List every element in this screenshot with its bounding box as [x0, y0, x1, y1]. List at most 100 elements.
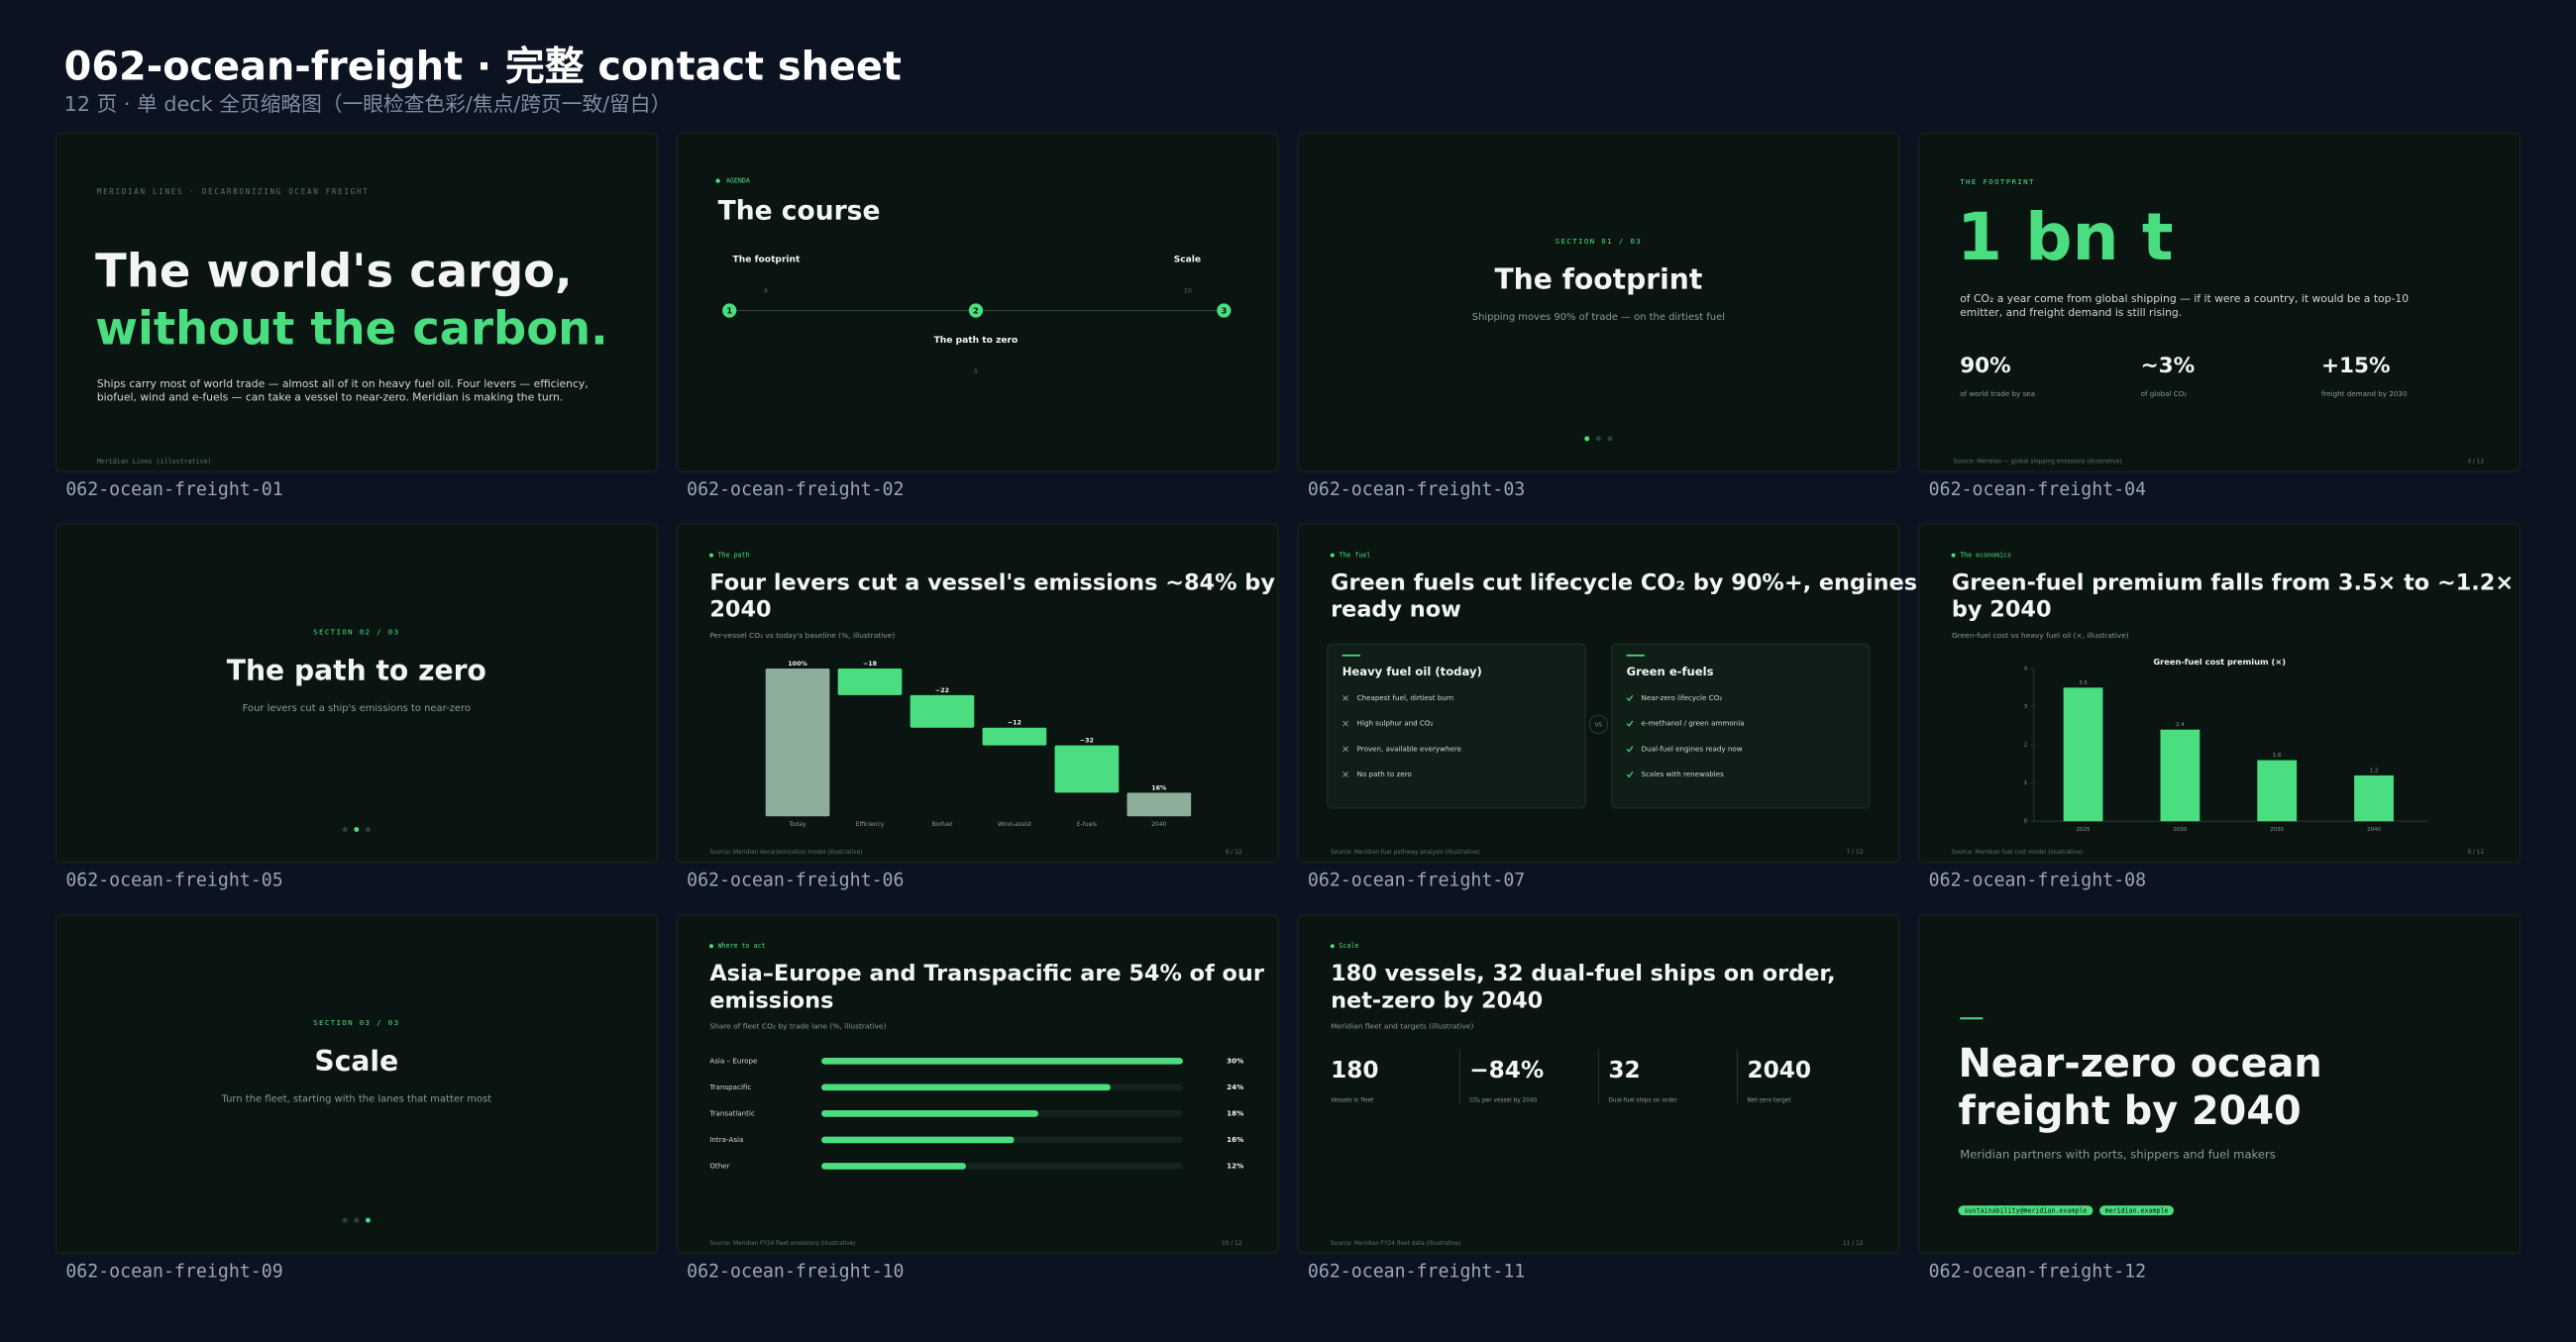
slide: SECTION 03 / 03 Scale Turn the fleet, star…	[54, 914, 658, 1254]
value-label: −22	[935, 687, 949, 694]
y-tick-label: 2	[2024, 743, 2027, 749]
card-item: No path to zero	[1357, 770, 1412, 778]
slide-subtitle: Per-vessel CO₂ vs today's baseline (%, i…	[709, 631, 895, 640]
slide: The path Four levers cut a vessel's emiss…	[676, 523, 1279, 864]
waterfall-bar	[1054, 745, 1120, 793]
lane-label: Intra-Asia	[709, 1135, 743, 1144]
slide-title: The footprint	[1494, 263, 1702, 296]
step-number: 1	[726, 306, 732, 316]
check-icon	[1626, 720, 1634, 727]
step-page: 5	[974, 368, 978, 375]
slide-frame	[1918, 132, 2522, 472]
tag	[2099, 1205, 2174, 1216]
sheet-title: 062-ocean-freight · 完整 contact sheet	[64, 44, 902, 89]
slide-frame	[54, 523, 658, 864]
thumbnail-label: 062-ocean-freight-11	[1308, 1261, 1525, 1282]
card-item: High sulphur and CO₂	[1357, 719, 1434, 728]
progress-dot	[365, 1217, 371, 1223]
kicker: SECTION 02 / 03	[313, 628, 399, 637]
progress-dot	[342, 827, 348, 832]
bar	[2063, 687, 2103, 822]
cross-icon	[1342, 746, 1348, 753]
bar	[821, 1084, 1111, 1091]
card-item: Near-zero lifecycle CO₂	[1642, 693, 1723, 702]
slide: THE FOOTPRINT 1 bn t of CO₂ a year come fr…	[1918, 132, 2522, 472]
progress-dot	[1584, 436, 1590, 442]
value-label: 1.2	[2370, 768, 2379, 774]
slide-frame	[1918, 914, 2522, 1254]
slide: The economics Green-fuel premium falls fr…	[1918, 523, 2522, 864]
eyebrow-dot	[708, 944, 713, 949]
slide: Scale 180 vessels, 32 dual-fuel ships on …	[1297, 914, 1900, 1254]
slide-title: net-zero by 2040	[1331, 987, 1543, 1013]
footer: Meridian Lines (illustrative)	[97, 458, 212, 465]
thumbnail-label: 062-ocean-freight-01	[65, 479, 282, 500]
lane-label: Transatlantic	[708, 1108, 755, 1117]
card-item: Proven, available everywhere	[1357, 744, 1461, 753]
waterfall-bar	[982, 727, 1047, 746]
waterfall-bar	[1127, 792, 1192, 817]
progress-dot	[1595, 436, 1601, 442]
thumbnail-label: 062-ocean-freight-08	[1929, 871, 2146, 891]
value-label: 16%	[1151, 784, 1167, 791]
eyebrow-dot	[708, 553, 713, 558]
step-title: The path to zero	[934, 336, 1019, 346]
thumbnail-label: 062-ocean-freight-07	[1308, 871, 1525, 891]
cross-icon	[1342, 772, 1348, 777]
body: of CO₂ a year come from global shipping …	[1960, 292, 2409, 305]
slide-title: emissions	[709, 987, 833, 1013]
progress-dot	[342, 1217, 348, 1223]
eyebrow-dot	[715, 178, 720, 183]
stat-value: 32	[1608, 1057, 1640, 1084]
slide-title: freight by 2040	[1959, 1088, 2302, 1134]
footer: Source: Meridian — global shipping emiss…	[1954, 460, 2122, 465]
eyebrow: MERIDIAN LINES · DECARBONIZING OCEAN FRE…	[97, 187, 370, 196]
progress-dot	[1607, 436, 1613, 442]
eyebrow-dot	[1330, 553, 1335, 558]
slide-title-accent: without the carbon.	[95, 302, 608, 356]
y-tick-label: 3	[2024, 704, 2028, 710]
step-page: 10	[1184, 288, 1192, 295]
footer: Source: Meridian fuel cost model (illust…	[1952, 850, 2083, 856]
body: emitter, and freight demand is still ris…	[1960, 306, 2182, 319]
progress-dot	[354, 1217, 360, 1223]
value-label: 3.5	[2079, 680, 2088, 686]
waterfall-bar	[910, 694, 975, 728]
category-label: Wind-assist	[998, 821, 1032, 828]
value-label: −12	[1008, 720, 1021, 727]
slide: Where to act Asia–Europe and Transpacific…	[676, 914, 1279, 1254]
value-label: 18%	[1227, 1108, 1243, 1117]
footer: Source: Meridian FY24 fleet data (illust…	[1331, 1241, 1461, 1247]
tag-label: sustainability@meridian.example	[1965, 1207, 2088, 1215]
check-icon	[1626, 746, 1634, 753]
page-number: 10 / 12	[1222, 1241, 1242, 1247]
step-node	[968, 303, 984, 318]
value-label: 16%	[1227, 1135, 1243, 1144]
page-number: 4 / 12	[2467, 460, 2484, 465]
stat-label: Vessels in fleet	[1331, 1098, 1374, 1104]
slide-title: Green-fuel premium falls from 3.5× to ~1…	[1952, 569, 2514, 595]
slide: MERIDIAN LINES · DECARBONIZING OCEAN FRE…	[54, 132, 658, 472]
stat-value: +15%	[2321, 354, 2391, 378]
thumbnail-label: 062-ocean-freight-06	[687, 871, 904, 891]
slide-title: ready now	[1331, 597, 1461, 623]
page-number: 7 / 12	[1847, 850, 1864, 856]
card	[1611, 643, 1871, 809]
bar	[2160, 729, 2200, 822]
slide-title: 2040	[709, 597, 771, 623]
category-label: E-fuels	[1077, 821, 1097, 828]
card-title: Green e-fuels	[1627, 665, 1714, 678]
value-label: 24%	[1227, 1083, 1243, 1091]
y-tick-label: 1	[2024, 780, 2027, 786]
thumbnail-label: 062-ocean-freight-10	[687, 1261, 904, 1282]
slide: SECTION 01 / 03 The footprint Shipping mov…	[1297, 132, 1900, 472]
step-title: Scale	[1174, 256, 1201, 265]
slide: The fuel Green fuels cut lifecycle CO₂ by…	[1297, 523, 1917, 864]
thumbnail-label: 062-ocean-freight-03	[1308, 479, 1525, 500]
stat-label: of world trade by sea	[1960, 389, 2035, 398]
slide: SECTION 02 / 03 The path to zero Four leve…	[54, 523, 658, 864]
stat-label: freight demand by 2030	[2321, 389, 2408, 398]
body: Ships carry most of world trade — almost…	[97, 377, 589, 390]
